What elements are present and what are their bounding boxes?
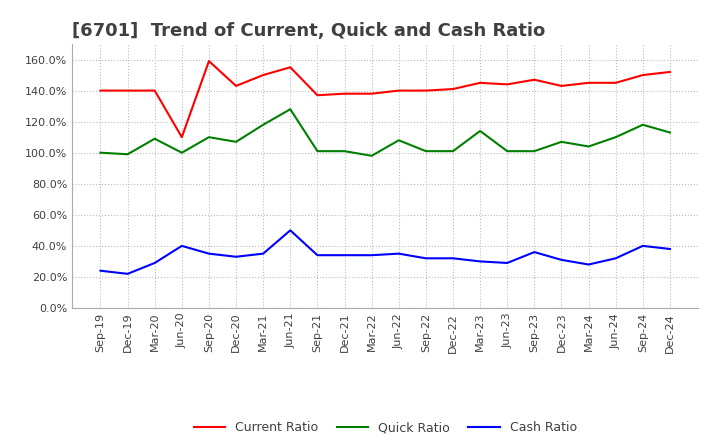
Cash Ratio xyxy=(449,256,457,261)
Quick Ratio xyxy=(395,138,403,143)
Current Ratio xyxy=(259,73,268,78)
Cash Ratio xyxy=(150,260,159,266)
Current Ratio xyxy=(96,88,105,93)
Cash Ratio xyxy=(313,253,322,258)
Quick Ratio xyxy=(639,122,647,128)
Cash Ratio xyxy=(232,254,240,260)
Quick Ratio xyxy=(341,149,349,154)
Quick Ratio xyxy=(503,149,511,154)
Line: Current Ratio: Current Ratio xyxy=(101,61,670,137)
Quick Ratio xyxy=(259,122,268,128)
Current Ratio xyxy=(395,88,403,93)
Cash Ratio xyxy=(665,246,674,252)
Cash Ratio xyxy=(204,251,213,256)
Quick Ratio xyxy=(476,128,485,134)
Quick Ratio xyxy=(96,150,105,155)
Quick Ratio xyxy=(557,139,566,144)
Quick Ratio xyxy=(150,136,159,141)
Legend: Current Ratio, Quick Ratio, Cash Ratio: Current Ratio, Quick Ratio, Cash Ratio xyxy=(189,416,582,439)
Quick Ratio xyxy=(123,152,132,157)
Current Ratio xyxy=(639,73,647,78)
Current Ratio xyxy=(178,135,186,140)
Cash Ratio xyxy=(503,260,511,266)
Current Ratio xyxy=(584,80,593,85)
Current Ratio xyxy=(476,80,485,85)
Quick Ratio xyxy=(584,144,593,149)
Current Ratio xyxy=(449,86,457,92)
Current Ratio xyxy=(530,77,539,82)
Quick Ratio xyxy=(449,149,457,154)
Quick Ratio xyxy=(530,149,539,154)
Current Ratio xyxy=(286,65,294,70)
Cash Ratio xyxy=(639,243,647,249)
Cash Ratio xyxy=(530,249,539,255)
Cash Ratio xyxy=(259,251,268,256)
Quick Ratio xyxy=(367,153,376,158)
Text: [6701]  Trend of Current, Quick and Cash Ratio: [6701] Trend of Current, Quick and Cash … xyxy=(72,22,545,40)
Cash Ratio xyxy=(367,253,376,258)
Line: Cash Ratio: Cash Ratio xyxy=(101,231,670,274)
Current Ratio xyxy=(665,70,674,75)
Cash Ratio xyxy=(123,271,132,276)
Quick Ratio xyxy=(611,135,620,140)
Cash Ratio xyxy=(286,228,294,233)
Current Ratio xyxy=(313,92,322,98)
Current Ratio xyxy=(341,91,349,96)
Cash Ratio xyxy=(395,251,403,256)
Cash Ratio xyxy=(341,253,349,258)
Quick Ratio xyxy=(313,149,322,154)
Quick Ratio xyxy=(421,149,430,154)
Current Ratio xyxy=(557,83,566,88)
Current Ratio xyxy=(150,88,159,93)
Current Ratio xyxy=(123,88,132,93)
Cash Ratio xyxy=(178,243,186,249)
Cash Ratio xyxy=(584,262,593,267)
Current Ratio xyxy=(421,88,430,93)
Quick Ratio xyxy=(232,139,240,144)
Cash Ratio xyxy=(421,256,430,261)
Current Ratio xyxy=(367,91,376,96)
Cash Ratio xyxy=(476,259,485,264)
Line: Quick Ratio: Quick Ratio xyxy=(101,109,670,156)
Cash Ratio xyxy=(611,256,620,261)
Cash Ratio xyxy=(557,257,566,263)
Quick Ratio xyxy=(286,106,294,112)
Quick Ratio xyxy=(204,135,213,140)
Quick Ratio xyxy=(665,130,674,135)
Current Ratio xyxy=(611,80,620,85)
Current Ratio xyxy=(503,82,511,87)
Cash Ratio xyxy=(96,268,105,273)
Current Ratio xyxy=(232,83,240,88)
Quick Ratio xyxy=(178,150,186,155)
Current Ratio xyxy=(204,59,213,64)
